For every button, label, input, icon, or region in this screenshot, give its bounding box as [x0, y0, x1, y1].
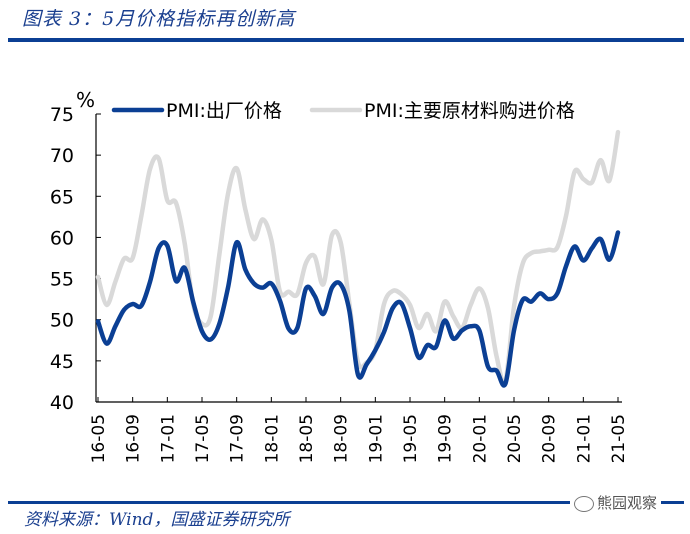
y-tick-label: 50 [50, 310, 74, 332]
x-tick-label: 20-01 [470, 414, 490, 463]
x-tick-label: 18-05 [297, 414, 317, 463]
y-tick-label: 70 [50, 145, 74, 167]
watermark-text: 熊园观察 [597, 494, 658, 512]
watermark: 熊园观察 [570, 492, 662, 513]
x-tick-label: 18-01 [262, 414, 282, 463]
x-tick-label: 16-09 [124, 414, 144, 463]
x-tick-label: 21-05 [609, 414, 629, 463]
x-tick-label: 20-05 [505, 414, 525, 463]
x-tick-label: 18-09 [332, 414, 352, 463]
y-tick-label: 55 [50, 269, 74, 291]
x-tick-label: 17-01 [158, 414, 178, 463]
y-tick-label: 65 [50, 186, 74, 208]
top-rule [8, 38, 684, 42]
legend: PMI:出厂价格 PMI:主要原材料购进价格 [111, 100, 575, 122]
x-tick-label: 17-05 [193, 414, 213, 463]
x-tick-label: 21-01 [574, 414, 594, 463]
y-unit-label: % [76, 88, 95, 112]
y-tick-label: 45 [50, 351, 74, 373]
x-tick-label: 19-01 [366, 414, 386, 463]
series-layer [95, 129, 621, 388]
legend-label-0: PMI:出厂价格 [166, 100, 282, 122]
series-line-0 [95, 230, 621, 388]
line-chart: 40 45 50 55 60 65 70 75% 16-05 16-09 17-01 17-05 17-… [50, 88, 629, 463]
chart-title: 图表 3：5月价格指标再创新高 [22, 8, 296, 30]
y-tick-label: 75 [50, 104, 74, 126]
source-note: 资料来源：Wind，国盛证券研究所 [24, 510, 290, 530]
y-tick-label: 60 [50, 227, 74, 249]
bottom-rule [8, 501, 684, 504]
x-tick-label: 16-05 [89, 414, 109, 463]
wechat-icon [574, 495, 594, 512]
series-line-1 [95, 129, 621, 386]
x-tick-label: 19-05 [401, 414, 421, 463]
axes: 40 45 50 55 60 65 70 75% 16-05 16-09 17-01 17-05 17-… [50, 88, 629, 463]
x-tick-label: 17-09 [228, 414, 248, 463]
x-tick-label: 20-09 [540, 414, 560, 463]
y-tick-label: 40 [50, 392, 74, 414]
x-tick-label: 19-09 [436, 414, 456, 463]
legend-label-1: PMI:主要原材料购进价格 [364, 100, 575, 122]
